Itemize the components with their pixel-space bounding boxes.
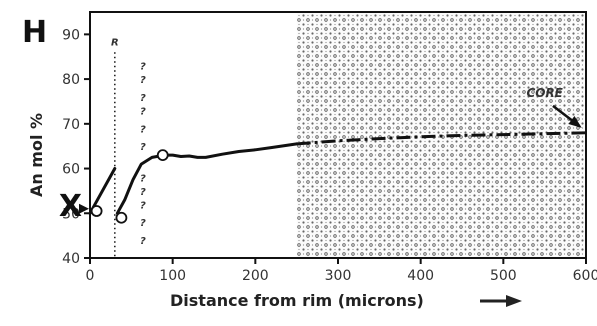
- x-tick-label: 500: [490, 268, 517, 284]
- question-mark: ?: [140, 62, 146, 73]
- open-circle: [156, 149, 169, 162]
- y-axis: 40 50 60 70 80 90: [62, 27, 90, 267]
- series-line: [115, 142, 299, 215]
- y-tick-label: 70: [62, 117, 80, 133]
- question-mark: ?: [140, 218, 146, 229]
- y-tick-label: 40: [62, 251, 80, 267]
- x-marker-label: X: [59, 189, 82, 224]
- x-axis: 0 100 200 300 400 500 600: [86, 258, 597, 284]
- question-mark: ?: [140, 173, 146, 184]
- question-mark: ?: [140, 93, 146, 104]
- x-tick-label: 200: [242, 268, 269, 284]
- y-tick-label: 60: [62, 162, 80, 178]
- panel-label: H: [22, 15, 47, 50]
- question-mark: ?: [140, 142, 146, 153]
- x-tick-label: 400: [407, 268, 434, 284]
- y-tick-label: 80: [62, 72, 80, 88]
- series-line: [296, 131, 587, 146]
- x-axis-label: Distance from rim (microns): [170, 291, 424, 310]
- x-tick-label: 0: [86, 268, 95, 284]
- r-marker-label: R: [111, 38, 119, 49]
- x-tick-label: 100: [159, 268, 186, 284]
- open-circles: [90, 149, 169, 224]
- x-axis-arrow-head: [506, 295, 522, 307]
- question-marks: ???????????: [140, 62, 146, 247]
- question-mark: ?: [140, 106, 146, 117]
- y-axis-label: An mol %: [27, 113, 46, 197]
- x-marker-arrow: [79, 203, 89, 214]
- core-label: CORE: [526, 86, 563, 100]
- y-tick-label: 50: [62, 206, 80, 222]
- question-mark: ?: [140, 200, 146, 211]
- question-mark: ?: [140, 75, 146, 86]
- core-arrowhead: [568, 116, 582, 128]
- question-mark: ?: [140, 187, 146, 198]
- x-tick-label: 600: [573, 268, 597, 284]
- question-mark: ?: [140, 236, 146, 247]
- open-circle: [115, 211, 128, 224]
- open-circle: [90, 205, 103, 217]
- question-mark: ?: [140, 124, 146, 135]
- x-axis-label-group: Distance from rim (microns): [170, 291, 522, 310]
- x-tick-label: 300: [325, 268, 352, 284]
- y-tick-label: 90: [62, 27, 80, 43]
